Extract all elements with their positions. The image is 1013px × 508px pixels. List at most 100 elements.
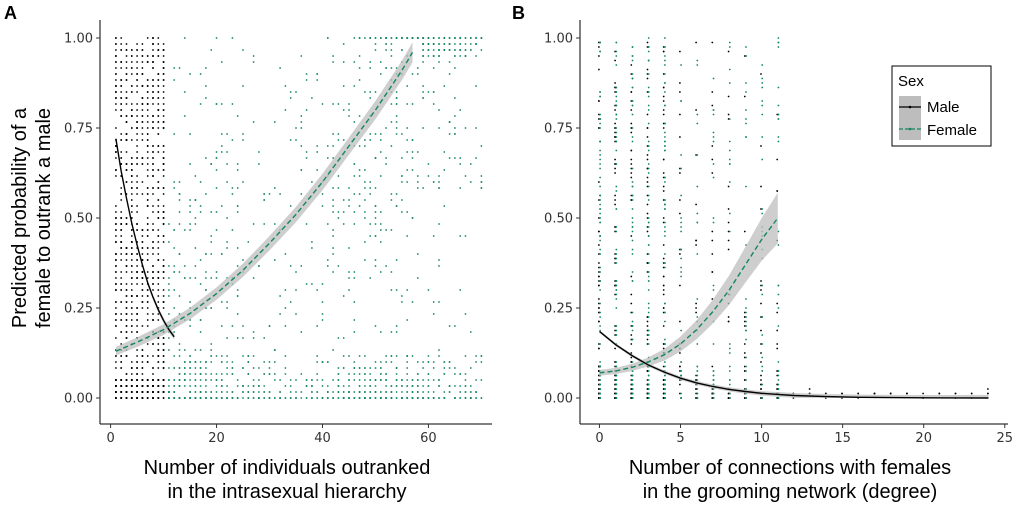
panel-b-female-point: [777, 370, 780, 372]
panel-a-female-point: [279, 193, 281, 195]
panel-b-male-point: [711, 104, 714, 107]
panel-a-male-point: [120, 223, 123, 225]
panel-a-male-point: [125, 181, 128, 183]
panel-b-female-point: [728, 140, 731, 143]
panel-a-female-point: [215, 397, 218, 399]
panel-a-female-point: [480, 145, 483, 147]
panel-b-male-point: [630, 356, 633, 359]
panel-a-male-point: [115, 73, 117, 75]
panel-a-female-point: [342, 367, 345, 369]
panel-a-female-point: [199, 211, 202, 213]
panel-b-male-point: [662, 158, 665, 161]
panel-a-female-point: [443, 397, 446, 399]
panel-a-female-point: [379, 73, 382, 75]
panel-a-male-point: [146, 157, 149, 159]
panel-a-female-point: [311, 241, 313, 243]
panel-b-female-point: [615, 41, 618, 44]
panel-a-female-point: [321, 313, 324, 315]
panel-a-female-point: [173, 229, 176, 231]
panel-a-female-point: [173, 385, 176, 387]
panel-a-male-point: [130, 235, 133, 237]
panel-a-male-point: [115, 265, 117, 267]
panel-b-male-point: [614, 194, 616, 197]
panel-a-female-point: [183, 37, 186, 39]
panel-a-female-point: [369, 187, 372, 189]
panel-b-female-point: [599, 122, 601, 125]
panel-a-female-point: [199, 331, 202, 333]
panel-a-male-point: [136, 181, 139, 183]
panel-b-female-point: [647, 140, 650, 143]
panel-b-female-point: [761, 316, 764, 318]
panel-b-female-ribbon: [599, 192, 778, 376]
panel-a-female-point: [231, 373, 234, 375]
panel-a-female-point: [215, 229, 218, 231]
panel-a-female-point: [348, 187, 350, 189]
panel-a-female-point: [348, 277, 350, 279]
panel-b-female-point: [777, 104, 780, 107]
panel-b-female-point: [664, 226, 666, 228]
panel-b-female-point: [696, 316, 699, 318]
panel-a-female-point: [326, 397, 329, 399]
panel-b-female-point: [777, 41, 780, 44]
panel-b-female-point: [631, 397, 634, 399]
panel-a-female-point: [252, 55, 255, 57]
panel-a-female-point: [432, 361, 435, 363]
panel-b-male-point: [760, 280, 762, 282]
panel-b-female-point: [728, 149, 731, 152]
panel-a-male-point: [162, 169, 165, 171]
panel-a-female-point: [189, 163, 192, 165]
panel-a-male-point: [141, 85, 144, 87]
panel-a-male-point: [152, 61, 154, 63]
panel-a-female-ribbon: [115, 42, 413, 356]
panel-b-female-point: [712, 374, 715, 377]
panel-b-female-point: [712, 136, 715, 138]
panel-a-male-point: [120, 199, 123, 201]
panel-a-female-point: [236, 187, 239, 189]
panel-a-male-point: [152, 223, 154, 225]
panel-b-female-point: [712, 221, 715, 224]
panel-a-female-point: [454, 385, 456, 387]
panel-a-male-point: [130, 109, 133, 111]
panel-a-female-point: [364, 367, 366, 369]
panel-a-male-point: [157, 385, 160, 387]
panel-a-female-point: [199, 181, 202, 183]
panel-a-female-point: [178, 397, 181, 399]
panel-b-female-point: [647, 307, 650, 309]
panel-a-male-point: [120, 139, 123, 141]
panel-b-female-point: [745, 379, 747, 381]
panel-a-male-point: [146, 313, 149, 315]
panel-b-female-point: [647, 104, 650, 107]
legend-title: Sex: [898, 73, 924, 90]
panel-b-female-point: [599, 365, 601, 368]
panel-b-female-point: [599, 140, 601, 143]
panel-a-male-point: [115, 97, 117, 99]
panel-b-male-point: [646, 127, 649, 129]
panel-a-y-tick-label: 0.75: [64, 122, 93, 137]
panel-a-female-point: [454, 37, 456, 39]
panel-b-female-point: [712, 397, 715, 399]
panel-a-male-point: [157, 181, 160, 183]
panel-a-female-point: [215, 271, 218, 273]
panel-a-female-point: [316, 73, 319, 75]
panel-a-female-point: [279, 313, 281, 315]
panel-a-female-point: [231, 187, 234, 189]
panel-a-male-point: [146, 151, 149, 153]
panel-a-male-point: [162, 289, 165, 291]
panel-b-male-point: [743, 95, 746, 98]
panel-a-female-point: [395, 289, 398, 291]
panel-a-male-point: [120, 217, 123, 219]
panel-a-male-point: [120, 79, 123, 81]
panel-a-male-point: [141, 367, 144, 369]
panel-a-female-point: [295, 127, 297, 129]
panel-b-male-point: [695, 41, 697, 44]
panel-a-female-point: [364, 199, 366, 201]
panel-b-female-point: [696, 392, 699, 395]
panel-a-female-point: [311, 181, 313, 183]
panel-a-female-point: [215, 277, 218, 279]
panel-a-male-point: [162, 379, 165, 381]
panel-a-female-point: [353, 277, 356, 279]
panel-a-male-point: [136, 85, 139, 87]
panel-a-female-point: [411, 103, 414, 105]
panel-a-female-point: [311, 385, 313, 387]
panel-a-female-point: [168, 397, 170, 399]
